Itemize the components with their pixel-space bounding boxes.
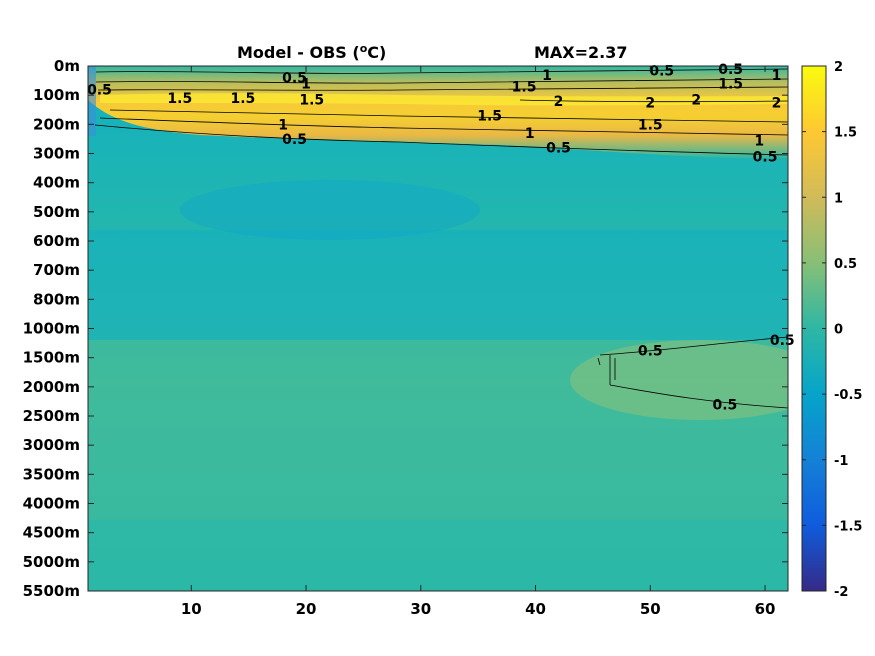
colorbar-ticks: 2 1.5 1 0.5 0 -0.5 -1 -1.5 -2 [802,60,862,600]
contour-label: 0.5 [649,63,674,79]
y-tick-label: 800m [33,290,80,308]
y-tick-label: 300m [33,145,80,163]
colorbar-tick-label: -0.5 [834,388,862,403]
y-tick-label: 4500m [23,524,80,542]
contour-label: 1 [525,126,535,142]
contour-label: 0.5 [546,141,571,157]
y-tick-label: 5500m [23,582,80,600]
y-tick-label: 5000m [23,553,80,571]
contour-label: 0.5 [712,397,737,413]
y-tick-label: 4000m [23,495,80,513]
y-axis: 0m 100m 200m 300m 400m 500m 600m 700m 800m 1000m 1… [23,57,788,600]
contour-label: 2 [554,94,564,110]
colorbar-tick-label: 1.5 [834,126,857,141]
contour-label: 1.5 [477,109,502,125]
colorbar-tick-label: -1 [834,454,848,469]
contour-label: 1.5 [299,93,324,109]
x-tick-label: 40 [525,600,546,618]
colorbar-tick-label: 0.5 [834,257,857,272]
contour-label: 0.5 [282,132,307,148]
y-tick-label: 2000m [23,378,80,396]
contour-label: 1.5 [718,77,743,93]
heatmap-field [88,66,788,591]
x-tick-label: 60 [755,600,776,618]
contour-label: 2 [691,93,701,109]
contour-label: 1.5 [638,117,663,133]
y-tick-label: 1000m [23,320,80,338]
contour-label: 0.5 [753,149,778,165]
x-tick-label: 20 [296,600,317,618]
contour-label: 1 [301,77,311,93]
colorbar-tick-label: 1 [834,191,843,206]
contour-label: 1.5 [167,91,192,107]
y-tick-label: 0m [54,57,80,75]
y-tick-label: 3000m [23,436,80,454]
contour-label: 0.5 [87,82,112,98]
colorbar-tick-label: 0 [834,323,843,338]
contour-label: 1 [278,117,288,133]
chart-title: Model - OBS (oC) [237,42,386,62]
contour-label: 2 [772,95,782,111]
contour-label: 0.5 [770,333,795,349]
x-tick-label: 50 [640,600,661,618]
y-tick-label: 700m [33,261,80,279]
contour-label: 1 [772,68,782,84]
y-tick-label: 100m [33,86,80,104]
contour-lines [94,68,789,409]
colorbar-tick-label: 2 [834,60,843,75]
colorbar-tick-label: -1.5 [834,519,862,534]
y-tick-label: 600m [33,232,80,250]
x-tick-label: 10 [181,600,202,618]
contour-label: 1 [754,133,764,149]
y-tick-label: 2500m [23,407,80,425]
x-axis: 10 20 30 40 50 60 [181,66,776,618]
y-tick-label: 1500m [23,349,80,367]
max-label: MAX=2.37 [534,43,628,62]
y-tick-label: 500m [33,203,80,221]
contour-label: 1 [542,68,552,84]
contour-label: 1.5 [231,91,256,107]
contour-labels: 0.50.511.5 1.5 1.510.511.521.510.50.5 0.5 11… [87,62,795,413]
y-tick-label: 400m [33,174,80,192]
contour-label: 1.5 [512,79,537,95]
contour-label: 0.5 [282,71,307,87]
x-tick-label: 30 [410,600,431,618]
y-tick-label: 3500m [23,465,80,483]
colorbar-tick-label: -2 [834,585,848,600]
contour-label: 0.5 [638,343,663,359]
y-tick-label: 200m [33,115,80,133]
contour-label: 2 [645,95,655,111]
